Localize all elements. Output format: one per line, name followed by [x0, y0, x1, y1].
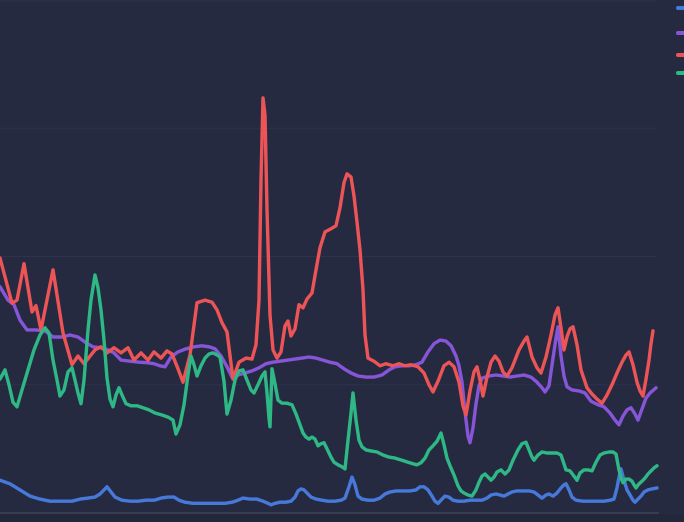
series-line-red[interactable]: [0, 96, 655, 417]
below-axis-strip: [0, 514, 684, 522]
legend-item-green[interactable]: [676, 71, 684, 75]
legend-item-blue[interactable]: [676, 6, 684, 10]
series-line-green[interactable]: [0, 273, 659, 498]
legend-swatch-green: [676, 71, 684, 75]
legend-swatch-blue: [676, 6, 684, 10]
legend-swatch-purple: [676, 31, 684, 35]
chart-legend: [0, 0, 684, 90]
legend-swatch-red: [676, 53, 684, 57]
series-line-purple[interactable]: [0, 285, 658, 445]
legend-item-red[interactable]: [676, 53, 684, 57]
series-line-blue[interactable]: [0, 467, 659, 507]
legend-item-purple[interactable]: [676, 31, 684, 35]
